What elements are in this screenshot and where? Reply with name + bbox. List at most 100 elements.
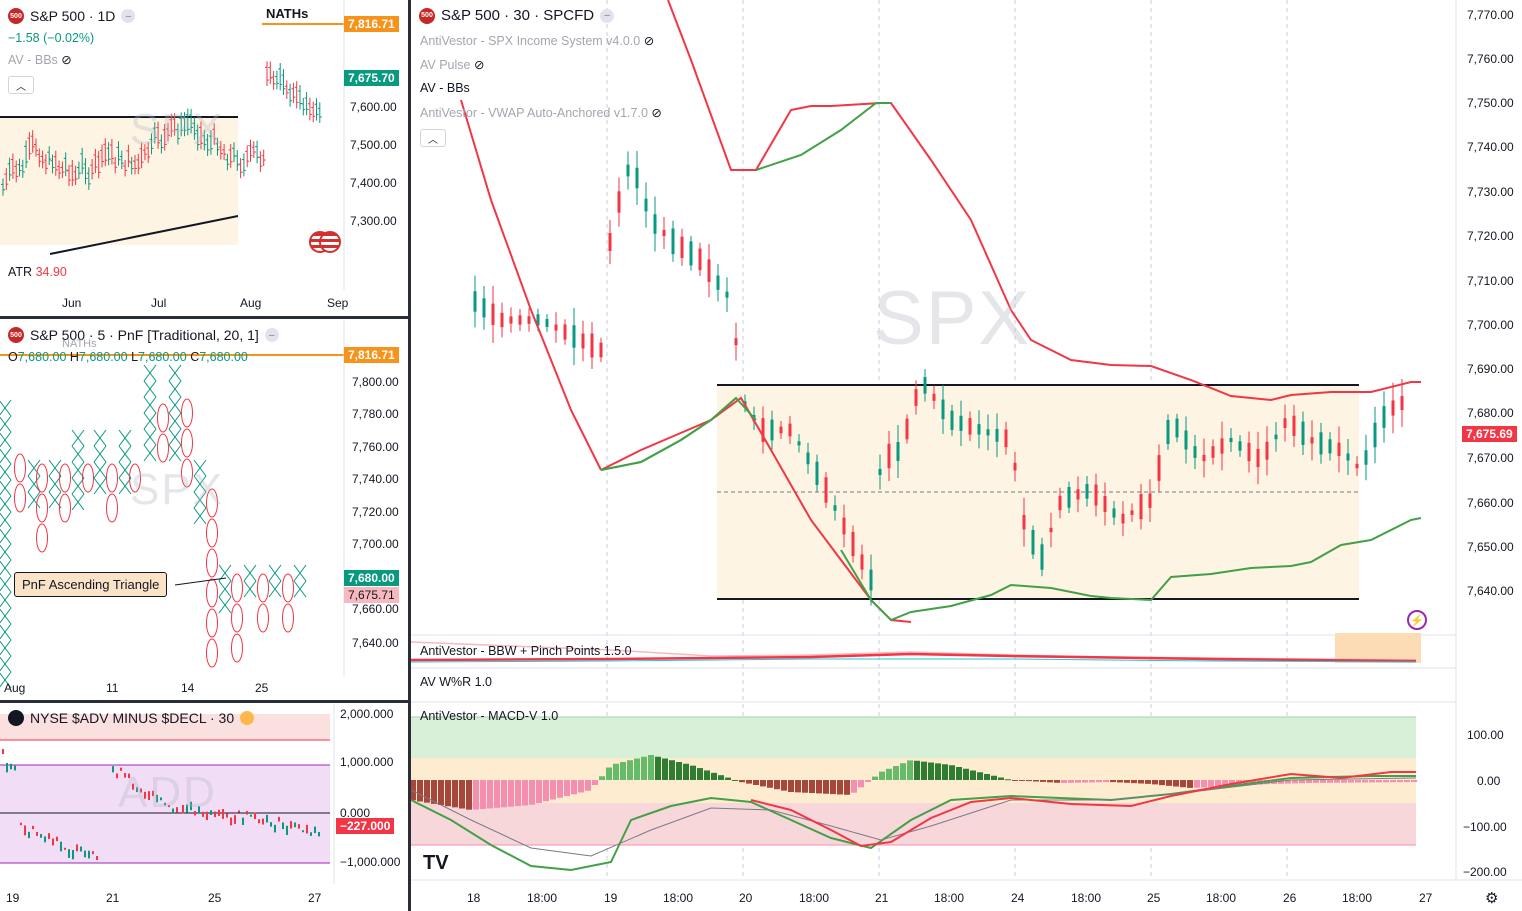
main-title[interactable]: S&P 500 · 30 · SPCFD [441, 7, 595, 24]
main-candle-body [1058, 495, 1062, 511]
main-candle-body [833, 505, 837, 511]
breadth-candle [198, 806, 200, 814]
pane-divider[interactable] [0, 700, 408, 703]
main-candle-body [1211, 446, 1215, 458]
main-candle-body [491, 303, 495, 325]
daily-high-tag: 7,816.71 [344, 16, 399, 32]
main-candle-body [1022, 515, 1026, 530]
indicator-av-bbs[interactable]: AV - BBs [420, 81, 470, 95]
pnf-o-mark [14, 453, 26, 483]
pane-divider[interactable] [408, 0, 411, 911]
breadth-candle [274, 824, 276, 833]
pnf-x-mark [118, 461, 132, 479]
collapse-legend-button[interactable]: ︿ [8, 76, 34, 94]
breadth-candle [270, 822, 272, 827]
eye-hidden-icon[interactable]: ⊘ [473, 58, 485, 72]
pnf-x-mark [71, 461, 85, 479]
pnf-x-mark [118, 445, 132, 463]
main-candle-body [590, 333, 594, 358]
main-candle-body [1274, 434, 1278, 440]
indicator-income-system[interactable]: AntiVestor - SPX Income System v4.0.0 ⊘ [420, 34, 655, 48]
breadth-chart-canvas[interactable] [0, 704, 408, 911]
main-candle-body [1139, 494, 1143, 520]
collapse-legend-button[interactable]: ︿ [420, 129, 446, 147]
breadth-candle [120, 767, 122, 771]
pnf-x-mark [27, 459, 41, 477]
breadth-candle [72, 849, 74, 860]
main-x-tick: 18:00 [1342, 891, 1373, 905]
pnf-x-mark [93, 461, 107, 479]
macd-histogram-bar [879, 771, 885, 780]
settings-gear-icon[interactable]: ⚙ [1485, 890, 1499, 907]
pnf-y-tick: 7,760.00 [352, 440, 399, 454]
breadth-candle [24, 825, 26, 836]
more-icon[interactable]: – [264, 328, 279, 342]
macd-histogram-bar [767, 780, 773, 788]
daily-chart-canvas[interactable] [0, 0, 408, 316]
macd-histogram-bar [1208, 780, 1214, 787]
eye-hidden-icon[interactable]: ⊘ [651, 106, 662, 120]
eye-hidden-icon[interactable]: ⊘ [61, 53, 72, 67]
main-chart-pane[interactable]: SPX 500 S&P 500 · 30 · SPCFD – AntiVesto… [411, 0, 1522, 911]
tradingview-logo-icon[interactable]: TV [423, 852, 449, 874]
wr-label[interactable]: AV W%R 1.0 [420, 675, 493, 689]
pnf-o-mark [231, 573, 243, 603]
more-icon[interactable]: – [600, 8, 615, 23]
main-chart-canvas[interactable] [411, 0, 1522, 911]
breadth-y-tick: 0.000 [340, 806, 371, 820]
pnf-o-mark [206, 488, 218, 518]
breadth-logo-icon [8, 710, 24, 726]
eye-hidden-icon[interactable]: ⊘ [643, 34, 655, 48]
pane-divider[interactable] [0, 316, 408, 319]
breadth-chart-pane[interactable]: ADD NYSE $ADV MINUS $DECL · 30 2,000.000… [0, 704, 408, 911]
macd-y-tick: −200.00 [1463, 865, 1507, 879]
macd-histogram-bar [718, 775, 724, 780]
breadth-candle [306, 824, 308, 834]
pnf-x-mark [0, 447, 12, 464]
macd-histogram-bar [1278, 780, 1284, 784]
us-flag-icon[interactable] [319, 231, 341, 253]
breadth-candle [182, 805, 184, 814]
macd-label[interactable]: AntiVestor - MACD-V 1.0 [420, 709, 559, 723]
macd-histogram-bar [858, 780, 864, 788]
pnf-chart-canvas[interactable] [0, 320, 408, 700]
pnf-chart-pane[interactable]: SPX 500 S&P 500 · 5 · PnF [Traditional, … [0, 320, 408, 700]
breadth-legend: NYSE $ADV MINUS $DECL · 30 [8, 710, 255, 726]
macd-histogram-bar [1110, 780, 1116, 783]
breadth-candle [10, 763, 12, 770]
macd-histogram-bar [459, 780, 465, 809]
main-candle-body [599, 342, 603, 358]
flash-alert-icon[interactable]: ⚡ [1407, 610, 1427, 630]
bbw-label[interactable]: AntiVestor - BBW + Pinch Points 1.5.0 [420, 644, 632, 658]
pnf-x-mark [27, 491, 41, 509]
macd-histogram-bar [411, 780, 416, 801]
sp500-logo-icon: 500 [8, 8, 24, 24]
main-y-tick: 7,690.00 [1467, 362, 1514, 376]
indicator-vwap[interactable]: AntiVestor - VWAP Auto-Anchored v1.7.0 ⊘ [420, 106, 662, 120]
indicator-av-pulse[interactable]: AV Pulse ⊘ [420, 58, 485, 72]
macd-histogram-bar [1131, 780, 1137, 784]
main-candle-body [644, 198, 648, 212]
daily-change: −1.58 (−0.02%) [8, 31, 95, 45]
breadth-candle [144, 791, 146, 799]
breadth-title[interactable]: NYSE $ADV MINUS $DECL · 30 [30, 710, 235, 726]
breadth-candle [290, 821, 292, 829]
breadth-candle [36, 831, 38, 836]
more-icon[interactable]: – [121, 9, 136, 23]
macd-histogram-bar [809, 780, 815, 794]
pnf-title[interactable]: S&P 500 · 5 · PnF [Traditional, 20, 1] [30, 327, 259, 343]
pnf-o-mark [36, 463, 48, 493]
pnf-ascending-triangle-callout[interactable]: PnF Ascending Triangle [14, 572, 168, 597]
daily-chart-pane[interactable]: SPX 500 S&P 500 · 1D – −1.58 (−0.02%) AV… [0, 0, 408, 316]
breadth-last-tag: −227.000 [336, 818, 395, 834]
macd-histogram-bar [711, 772, 717, 780]
main-candle-body [1400, 395, 1404, 411]
main-x-tick: 18:00 [799, 891, 830, 905]
daily-title[interactable]: S&P 500 · 1D [30, 8, 116, 24]
daily-indicator-label[interactable]: AV - BBs ⊘ [8, 53, 72, 67]
breadth-candle [186, 804, 188, 813]
main-candle-body [617, 191, 621, 213]
main-candle-body [914, 389, 918, 406]
main-candle-body [1382, 406, 1386, 428]
main-candle-body [1256, 448, 1260, 468]
